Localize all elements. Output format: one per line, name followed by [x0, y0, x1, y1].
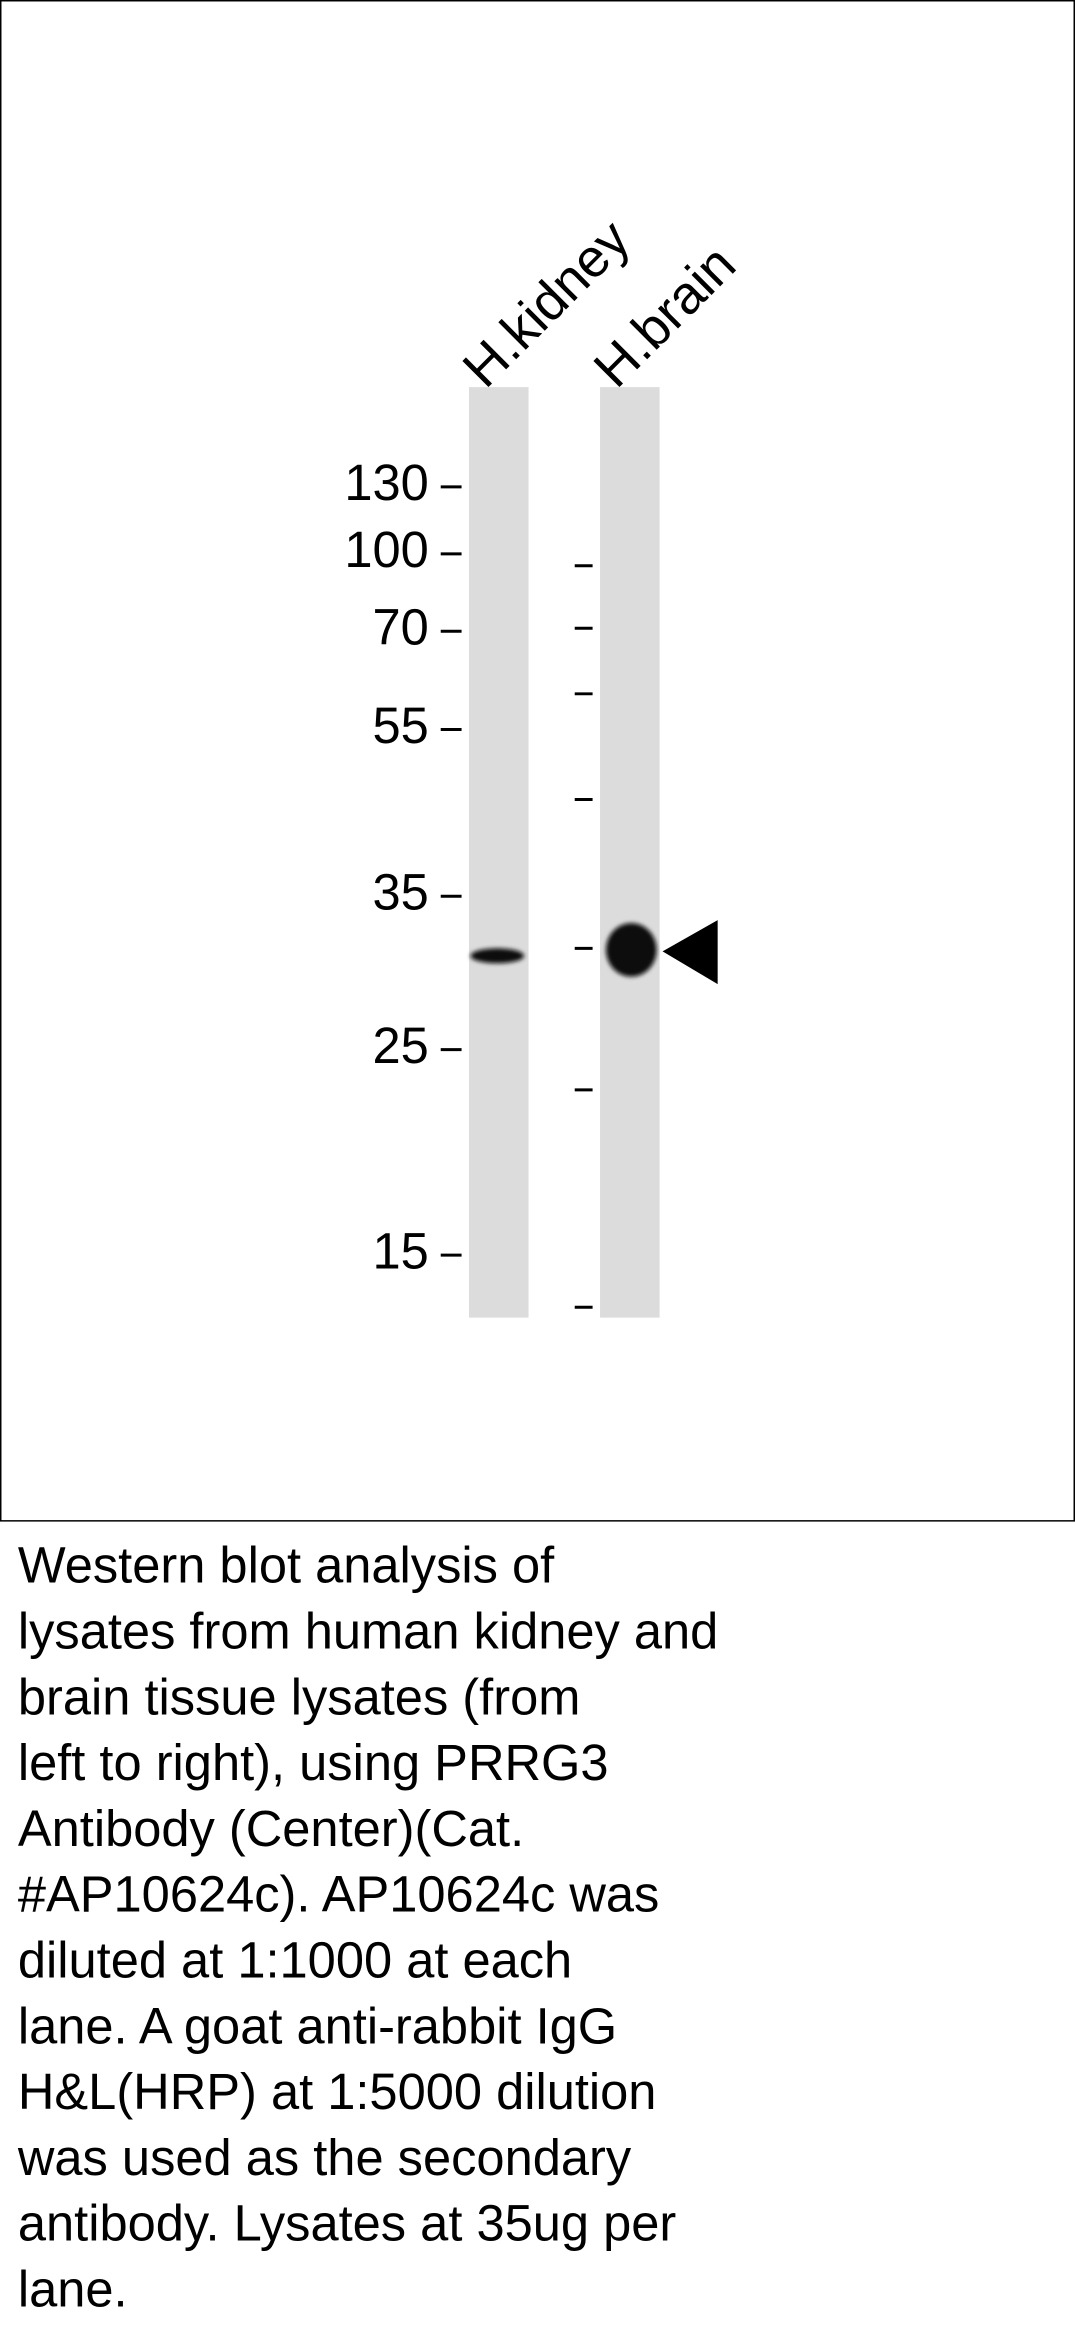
- caption-line: lane.: [18, 2261, 128, 2318]
- marker-label: 55: [373, 697, 429, 754]
- marker-label: 25: [373, 1017, 429, 1074]
- caption-line: #AP10624c). AP10624c was: [18, 1866, 660, 1923]
- caption-line: Antibody (Center)(Cat.: [18, 1800, 524, 1857]
- band: [470, 948, 525, 964]
- arrowhead: [662, 920, 718, 985]
- caption-line: left to right), using PRRG3: [18, 1734, 609, 1791]
- lane: [600, 387, 660, 1318]
- lane: [469, 387, 529, 1318]
- marker-label: 130: [344, 454, 428, 511]
- caption-line: antibody. Lysates at 35ug per: [18, 2195, 677, 2252]
- caption-line: diluted at 1:1000 at each: [18, 1931, 572, 1988]
- caption-line: H&L(HRP) at 1:5000 dilution: [18, 2063, 657, 2120]
- band: [605, 923, 657, 977]
- marker-dashes: [574, 564, 593, 1309]
- caption-line: lane. A goat anti-rabbit IgG: [18, 1997, 617, 2054]
- marker-group: 130 100 70 55 35 25 15: [344, 454, 462, 1279]
- caption-line: Western blot analysis of: [18, 1537, 555, 1594]
- marker-label: 15: [373, 1222, 429, 1279]
- caption-line: brain tissue lysates (from: [18, 1668, 581, 1725]
- marker-label: 100: [344, 521, 428, 578]
- caption: Western blot analysis of lysates from hum…: [17, 1537, 718, 2318]
- caption-line: lysates from human kidney and: [18, 1602, 718, 1659]
- blot-frame: [0, 0, 1075, 1522]
- marker-label: 35: [373, 864, 429, 921]
- caption-line: was used as the secondary: [17, 2129, 632, 2186]
- marker-label: 70: [373, 599, 429, 656]
